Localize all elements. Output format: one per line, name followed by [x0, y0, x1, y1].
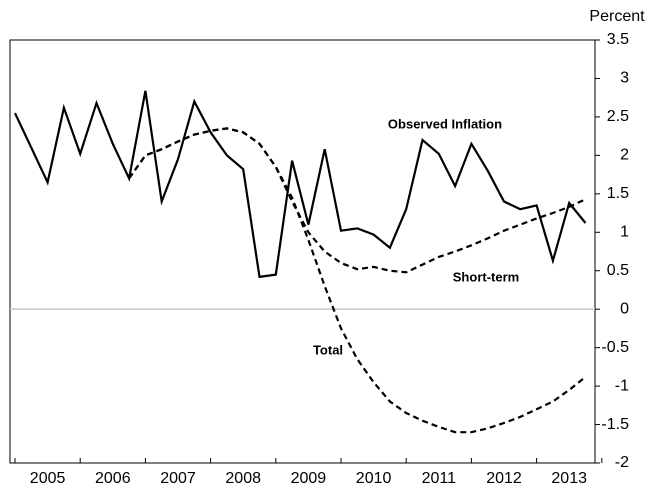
x-tick-label: 2012	[486, 470, 522, 487]
x-tick-label: 2010	[356, 470, 392, 487]
series-line	[128, 127, 587, 434]
series-label: Observed Inflation	[388, 116, 502, 131]
series-line	[14, 90, 587, 279]
y-tick-label: -2	[615, 454, 629, 471]
series-label: Short-term	[453, 269, 519, 284]
y-tick-label: -0.5	[601, 339, 629, 356]
y-tick-label: 1	[620, 223, 629, 240]
series-label: Total	[313, 342, 343, 357]
x-tick-label: 2011	[422, 470, 457, 487]
x-tick-label: 2007	[160, 470, 196, 487]
y-tick-label: 2	[620, 147, 629, 164]
x-tick-label: 2008	[225, 470, 261, 487]
y-tick-label: 3	[620, 70, 629, 87]
y-tick-label: -1	[615, 377, 629, 394]
x-tick-label: 2005	[30, 470, 66, 487]
y-tick-label: 1.5	[607, 185, 629, 202]
y-tick-label: 0	[620, 300, 629, 317]
y-tick-label: 3.5	[607, 31, 629, 48]
y-tick-label: -1.5	[601, 416, 629, 433]
x-tick-label: 2006	[95, 470, 131, 487]
y-tick-label: 2.5	[607, 108, 629, 125]
plot-frame	[9, 39, 596, 464]
y-axis-label: Percent	[589, 8, 645, 25]
x-tick-label: 2013	[551, 470, 587, 487]
series-line	[128, 127, 586, 274]
x-tick-label: 2009	[291, 470, 327, 487]
y-tick-label: 0.5	[607, 262, 629, 279]
